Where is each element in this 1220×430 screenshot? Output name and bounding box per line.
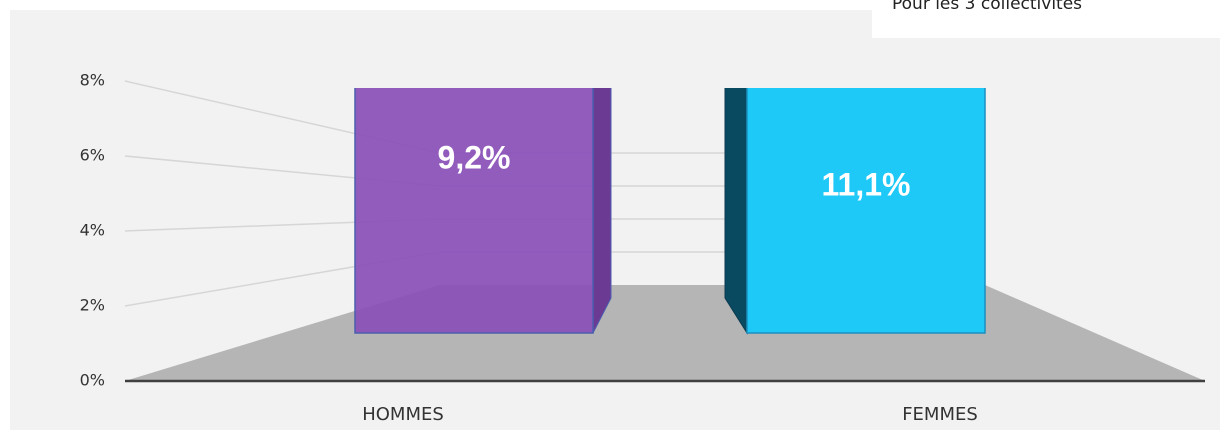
y-tick-label: 0% [80, 371, 105, 390]
bar [746, 88, 986, 334]
x-tick-label: FEMMES [902, 404, 978, 425]
y-tick-label: 2% [80, 296, 105, 315]
x-tick-label: HOMMES [362, 404, 444, 425]
y-tick-label: 8% [80, 71, 105, 90]
y-tick-label: 4% [80, 221, 105, 240]
bar-value-label: 9,2% [438, 139, 511, 175]
bars [354, 88, 986, 335]
chart-title: Pour les 3 collectivités [892, 0, 1082, 14]
bar [354, 88, 594, 334]
bar-value-label: 11,1% [822, 166, 911, 202]
title-box [872, 0, 1220, 38]
y-tick-label: 6% [80, 146, 105, 165]
